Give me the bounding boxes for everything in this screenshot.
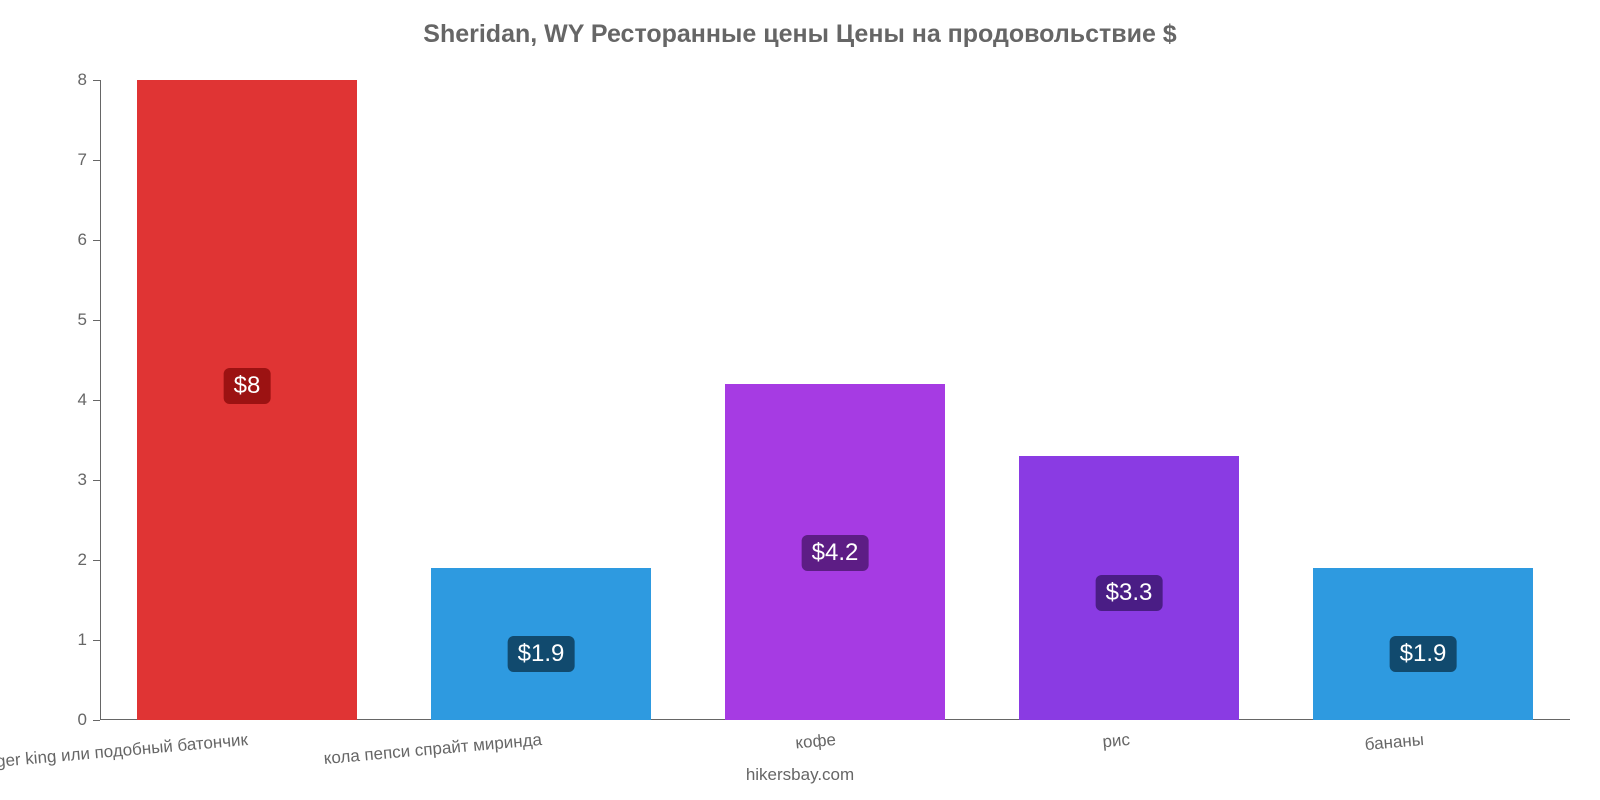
y-tick-mark	[93, 480, 100, 481]
y-tick-mark	[93, 640, 100, 641]
y-tick-mark	[93, 240, 100, 241]
y-tick-mark	[93, 400, 100, 401]
bar-value-label: $4.2	[802, 535, 869, 571]
y-tick-label: 8	[78, 70, 87, 90]
bar-value-label: $8	[224, 368, 271, 404]
plot-area: 012345678$8mac burger king или подобный …	[100, 80, 1570, 720]
chart-title: Sheridan, WY Ресторанные цены Цены на пр…	[0, 20, 1600, 49]
y-tick-label: 7	[78, 150, 87, 170]
y-tick-mark	[93, 560, 100, 561]
y-tick-mark	[93, 80, 100, 81]
attribution-text: hikersbay.com	[0, 765, 1600, 785]
price-bar-chart: Sheridan, WY Ресторанные цены Цены на пр…	[0, 0, 1600, 800]
bar-value-label: $1.9	[1390, 636, 1457, 672]
x-category-label: кофе	[795, 730, 837, 753]
y-tick-mark	[93, 160, 100, 161]
x-category-label: кола пепси спрайт миринда	[323, 730, 543, 769]
y-tick-label: 0	[78, 710, 87, 730]
y-axis	[100, 80, 101, 720]
y-tick-mark	[93, 320, 100, 321]
bar-value-label: $1.9	[508, 636, 575, 672]
y-tick-label: 5	[78, 310, 87, 330]
y-tick-label: 4	[78, 390, 87, 410]
bar-value-label: $3.3	[1096, 575, 1163, 611]
y-tick-label: 2	[78, 550, 87, 570]
y-tick-label: 6	[78, 230, 87, 250]
x-category-label: рис	[1102, 730, 1131, 752]
y-tick-mark	[93, 720, 100, 721]
y-tick-label: 1	[78, 630, 87, 650]
y-tick-label: 3	[78, 470, 87, 490]
x-category-label: бананы	[1364, 730, 1425, 755]
